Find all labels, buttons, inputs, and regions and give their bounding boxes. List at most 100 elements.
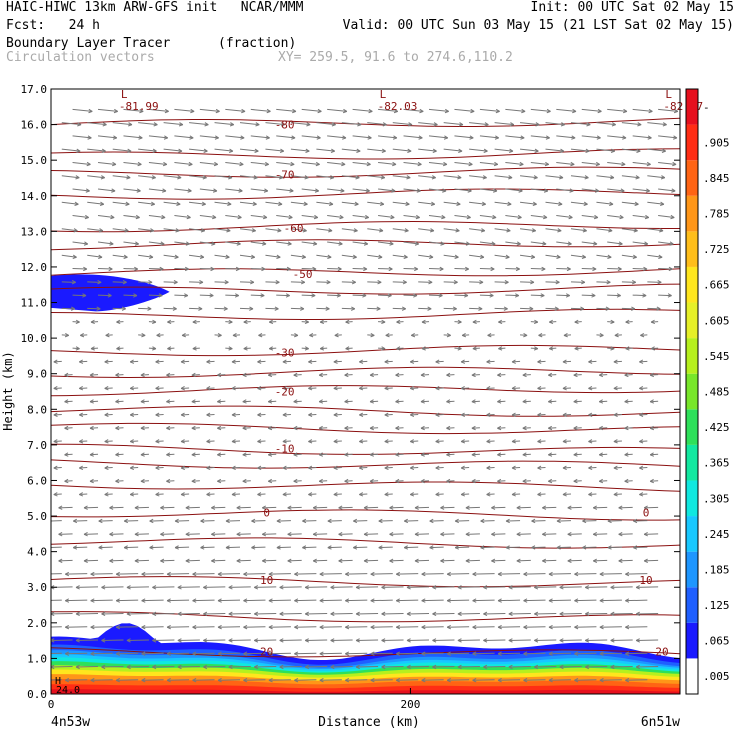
vector-arrowhead (610, 346, 615, 351)
vector-arrow (115, 374, 124, 376)
vector-arrowhead (260, 293, 265, 298)
vector-arrow (89, 427, 99, 429)
vector-arrow (148, 215, 166, 218)
vector-arrowhead (65, 598, 70, 603)
vector-arrow (192, 679, 215, 681)
vector-arrowhead (53, 439, 58, 444)
temperature-contour (51, 117, 680, 127)
vector-arrowhead (90, 598, 95, 603)
vector-arrowhead (363, 532, 368, 537)
vector-arrow (395, 427, 404, 429)
vector-arrowhead (345, 319, 350, 325)
vector-arrowhead (302, 545, 307, 550)
vector-arrow (130, 413, 139, 416)
vector-arrow (403, 215, 420, 218)
vector-arrowhead (446, 372, 451, 378)
vector-arrowhead (362, 293, 367, 298)
vector-arrowhead (107, 293, 112, 298)
vector-arrowhead (217, 372, 222, 378)
vector-arrow (214, 175, 233, 179)
upper-tracer-blob (51, 274, 170, 312)
y-tick-label: 16.0 (21, 119, 48, 132)
vector-arrowhead (237, 214, 242, 220)
vector-arrowhead (327, 518, 332, 524)
vector-arrowhead (166, 651, 171, 656)
vector-arrow (384, 440, 393, 442)
vector-arrow (225, 241, 241, 245)
vector-arrow (421, 347, 430, 350)
vector-arrowhead (574, 677, 579, 683)
vector-arrow (268, 374, 277, 376)
vector-arrow (353, 546, 368, 549)
vector-arrowhead (534, 664, 539, 670)
vector-arrow (486, 413, 495, 416)
vector-arrowhead (609, 201, 614, 207)
vector-arrow (189, 254, 204, 258)
vector-arrowhead (384, 412, 389, 417)
vector-arrowhead (126, 664, 131, 670)
vector-arrow (189, 201, 206, 205)
vector-arrowhead (206, 412, 211, 417)
vector-arrow (189, 175, 207, 179)
vector-arrowhead (487, 332, 492, 338)
temperature-label: 24.0 (56, 685, 80, 696)
vector-arrowhead (598, 478, 604, 484)
vector-arrow (290, 228, 307, 232)
vector-arrow (155, 413, 164, 416)
temperature-contour (51, 509, 680, 521)
vector-arrowhead (461, 332, 467, 338)
vector-arrowhead (113, 108, 118, 114)
vector-arrowhead (531, 545, 536, 550)
vector-arrowhead (469, 135, 474, 140)
vector-arrow (72, 188, 90, 192)
vector-arrowhead (523, 624, 528, 630)
vector-arrowhead (192, 624, 197, 630)
temperature-label: 20 (655, 645, 668, 658)
vector-arrowhead (486, 492, 491, 497)
vector-arrow (494, 175, 513, 179)
vector-arrow (396, 626, 419, 628)
vector-arrowhead (187, 188, 192, 193)
vector-arrowhead (368, 108, 373, 114)
vector-arrowhead (344, 425, 349, 431)
vector-arrowhead (497, 452, 502, 457)
vector-arrowhead (90, 624, 95, 630)
vector-arrowhead (421, 677, 426, 683)
vector-arrow (418, 254, 434, 258)
vector-arrow (570, 175, 589, 179)
vector-arrow (199, 161, 218, 165)
vector-arrow (282, 413, 291, 416)
vector-arrowhead (624, 452, 629, 457)
vector-arrowhead (213, 161, 219, 167)
vector-arrow (243, 347, 251, 350)
vector-arrowhead (243, 598, 248, 603)
vector-arrowhead (206, 439, 211, 444)
vector-arrowhead (304, 638, 310, 643)
vector-arrow (570, 122, 591, 126)
vector-arrow (254, 639, 277, 641)
vector-arrowhead (304, 346, 309, 351)
vector-arrow (545, 201, 563, 205)
vector-arrowhead (83, 558, 88, 563)
vector-arrow (519, 254, 535, 258)
vector-arrow (236, 533, 251, 535)
vector-arrow (435, 413, 444, 416)
vector-arrowhead (265, 135, 270, 140)
vector-arrowhead (621, 161, 626, 167)
vector-arrow (581, 188, 599, 192)
vector-arrow (596, 201, 614, 205)
vector-arrow (392, 254, 408, 258)
vector-arrowhead (408, 122, 413, 127)
vector-arrowhead (200, 228, 206, 233)
vector-arrow (192, 599, 215, 602)
vector-arrowhead (588, 412, 593, 417)
vector-arrowhead (319, 346, 325, 351)
vector-arrow (163, 201, 181, 205)
vector-arrowhead (312, 558, 318, 563)
vector-arrow (573, 400, 582, 403)
vector-arrowhead (180, 386, 185, 391)
vector-arrowhead (293, 399, 298, 404)
vector-arrow (607, 215, 624, 218)
vector-arrow (53, 360, 62, 363)
vector-arrowhead (180, 412, 185, 417)
